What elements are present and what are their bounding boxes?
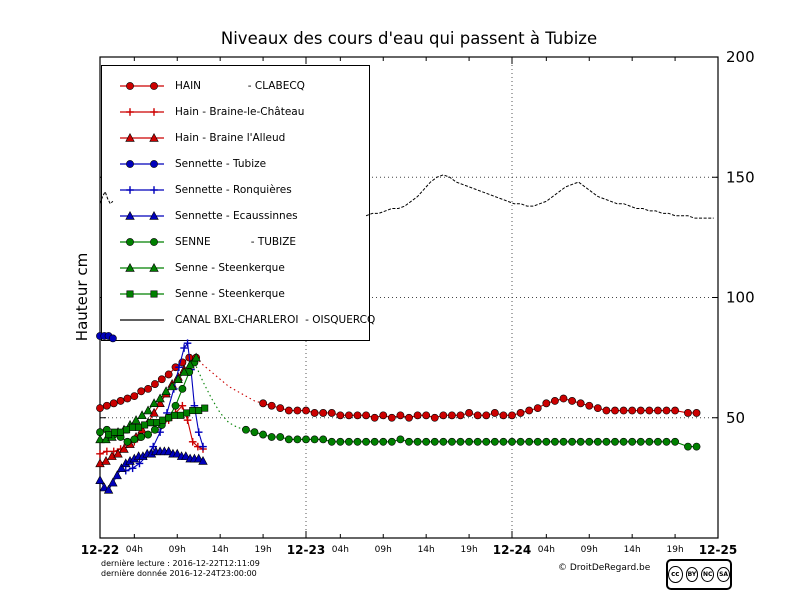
legend-label: SENNE - TUBIZE [175,236,297,248]
svg-text:09h: 09h [581,545,598,555]
last-data-text: dernière donnée 2016-12-24T23:00:00 [101,568,257,578]
legend-label: Sennette - Ronquières [175,184,292,196]
legend-label: HAIN - CLABECQ [175,80,305,92]
legend-item: Sennette - Tubize [102,151,369,177]
legend-label: Sennette - Ecaussinnes [175,210,298,222]
legend-marker-triangle-green-icon [120,262,164,272]
svg-text:12-24: 12-24 [493,543,531,557]
legend-marker-line-black-icon [120,319,164,321]
svg-text:14h: 14h [624,545,641,555]
legend-item: HAIN - CLABECQ [102,73,369,99]
cc-license-badge: cc BY NC SA [666,559,732,590]
copyright-text: © DroitDeRegard.be [558,563,651,573]
svg-text:19h: 19h [255,545,272,555]
legend-marker-plus-red-icon [120,108,164,116]
svg-text:12-23: 12-23 [287,543,325,557]
svg-text:14h: 14h [212,545,229,555]
footnotes: dernière lecture : 2016-12-22T12:11:09 d… [101,559,260,578]
svg-text:19h: 19h [461,545,478,555]
legend-marker-circle-red-icon [120,82,164,90]
svg-text:12-25: 12-25 [699,543,737,557]
svg-text:200: 200 [726,48,755,66]
svg-text:19h: 19h [667,545,684,555]
legend-label: CANAL BXL-CHARLEROI - OISQUERCQ [175,314,376,326]
svg-text:14h: 14h [418,545,435,555]
svg-text:150: 150 [726,168,755,186]
legend-label: Senne - Steenkerque [175,288,285,300]
legend-marker-triangle-red-icon [120,132,164,142]
legend-marker-plus-blue-icon [120,186,164,194]
chart-title: Niveaux des cours d'eau qui passent à Tu… [220,29,598,48]
legend-marker-square-green-icon [120,290,164,298]
legend-item: CANAL BXL-CHARLEROI - OISQUERCQ [102,307,375,333]
legend-marker-triangle-blue-icon [120,210,164,220]
legend-item: Sennette - Ronquières [102,177,369,203]
legend-item: Sennette - Ecaussinnes [102,203,369,229]
svg-text:100: 100 [726,289,755,307]
legend-item: Hain - Braine l'Alleud [102,125,369,151]
legend-label: Hain - Braine-le-Château [175,106,305,118]
svg-text:04h: 04h [126,545,143,555]
legend-label: Sennette - Tubize [175,158,267,170]
legend-marker-circle-green-icon [120,238,164,246]
cc-icon: cc [668,566,683,583]
svg-text:12-22: 12-22 [81,543,119,557]
legend-item: Senne - Steenkerque [102,281,369,307]
legend-label: Senne - Steenkerque [175,262,285,274]
legend: HAIN - CLABECQ Hain - Braine-le-Château … [101,65,375,341]
cc-by-icon: BY [685,567,699,582]
svg-text:50: 50 [726,409,745,427]
legend-item: SENNE - TUBIZE [102,229,369,255]
legend-item: Hain - Braine-le-Château [102,99,369,125]
svg-text:09h: 09h [375,545,392,555]
cc-sa-icon: SA [717,567,730,582]
svg-text:09h: 09h [169,545,186,555]
svg-text:04h: 04h [538,545,555,555]
last-reading-text: dernière lecture : 2016-12-22T12:11:09 [101,559,260,568]
cc-nc-icon: NC [701,567,715,582]
legend-item: Senne - Steenkerque [102,255,369,281]
legend-marker-circle-blue-icon [120,160,164,168]
svg-text:04h: 04h [332,545,349,555]
legend-label: Hain - Braine l'Alleud [175,132,286,144]
